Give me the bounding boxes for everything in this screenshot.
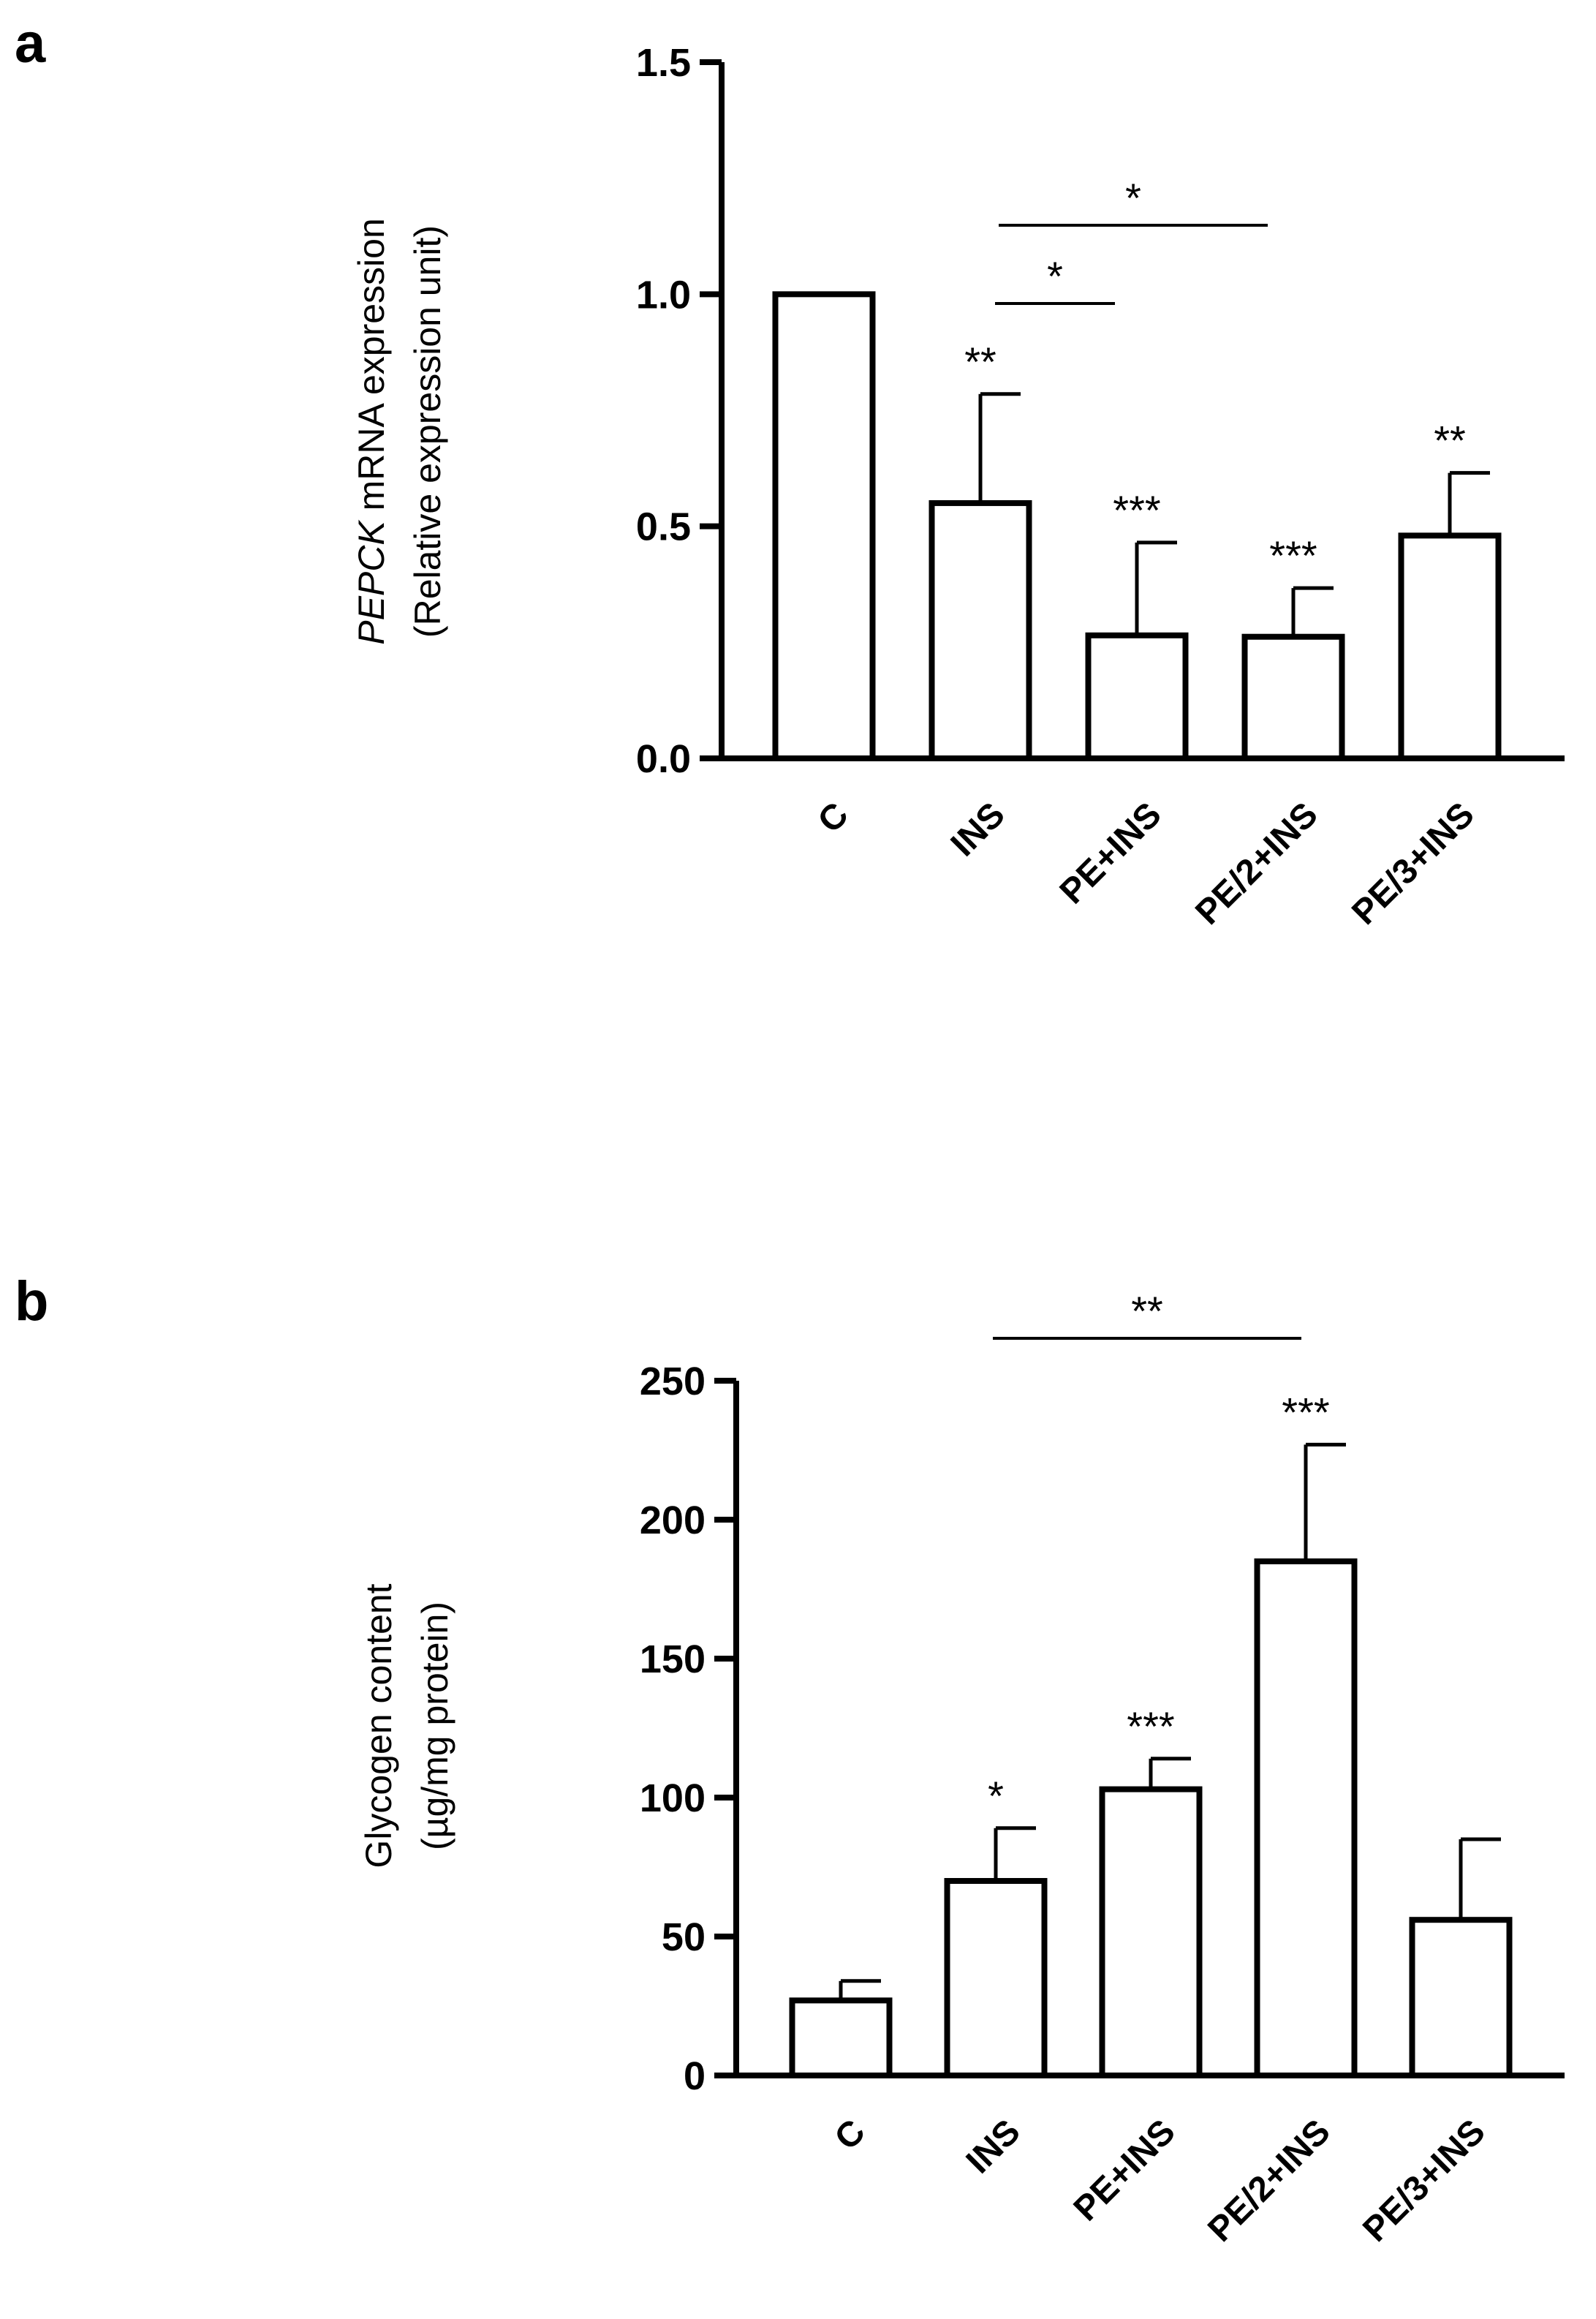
y-axis-title-a-line1: PEPCK mRNA expression bbox=[351, 218, 392, 645]
panel-a: a PEPCK mRNA expression (Relative expres… bbox=[15, 12, 1565, 932]
y-tick-label-a: 1.0 bbox=[636, 273, 691, 317]
y-tick-label-b: 100 bbox=[640, 1776, 706, 1820]
significance-star-b: *** bbox=[1127, 1703, 1174, 1749]
x-tick-label-a: PE+INS bbox=[1053, 795, 1169, 911]
y-axis-title-a: PEPCK mRNA expression (Relative expressi… bbox=[351, 218, 448, 645]
x-tick-label-a: PE/3+INS bbox=[1345, 795, 1481, 932]
panel-b: b Glycogen content (µg/mg protein) 0 50 10… bbox=[15, 1270, 1565, 2250]
comparison-star-b: ** bbox=[1131, 1288, 1163, 1334]
x-tick-label-a: INS bbox=[944, 795, 1013, 864]
bar-a bbox=[1398, 532, 1502, 761]
bars-a: C INS PE+INS PE/2+INS PE/3+INS bbox=[772, 291, 1502, 932]
y-tick-label-b: 0 bbox=[684, 2054, 706, 2098]
y-tick-label-b: 50 bbox=[662, 1915, 706, 1959]
y-tick-label-b: 150 bbox=[640, 1637, 706, 1681]
y-axis-title-a-line2: (Relative expression unit) bbox=[407, 225, 448, 638]
significance-star-a: ** bbox=[964, 339, 996, 385]
significance-star-b: *** bbox=[1282, 1389, 1329, 1435]
bar-b bbox=[944, 1878, 1048, 2078]
bar-b bbox=[1099, 1786, 1203, 2079]
y-tick-label-a: 1.5 bbox=[636, 41, 691, 85]
annotations-a: ************ bbox=[964, 175, 1466, 578]
bar-b bbox=[1254, 1558, 1358, 2078]
bar-b bbox=[1409, 1917, 1513, 2078]
y-tick-label-a: 0.0 bbox=[636, 737, 691, 781]
y-axis-title-b-line2: (µg/mg protein) bbox=[415, 1602, 455, 1850]
annotations-b: ********* bbox=[988, 1288, 1330, 1819]
bar-b bbox=[789, 1997, 893, 2078]
bar-a bbox=[1085, 632, 1189, 762]
significance-star-b: * bbox=[988, 1773, 1004, 1819]
x-tick-label-b: PE/2+INS bbox=[1200, 2112, 1337, 2249]
x-tick-label-b: PE+INS bbox=[1067, 2112, 1183, 2228]
y-tick-label-b: 250 bbox=[640, 1360, 706, 1403]
x-tick-label-b: C bbox=[828, 2112, 873, 2157]
bar-a bbox=[1241, 633, 1345, 762]
bar-a bbox=[772, 291, 876, 762]
bar-a bbox=[929, 499, 1032, 762]
x-tick-label-a: PE/2+INS bbox=[1188, 795, 1325, 932]
panel-letter-b: b bbox=[15, 1270, 48, 1332]
comparison-star-a: * bbox=[1047, 253, 1063, 299]
y-tick-label-a: 0.5 bbox=[636, 505, 691, 549]
x-tick-label-a: C bbox=[811, 795, 856, 840]
significance-star-a: *** bbox=[1269, 532, 1317, 578]
x-tick-label-b: INS bbox=[959, 2112, 1028, 2181]
panel-letter-a: a bbox=[15, 12, 46, 75]
significance-star-a: ** bbox=[1434, 418, 1466, 464]
bars-b: C INS PE+INS PE/2+INS PE/3+INS bbox=[789, 1442, 1513, 2250]
comparison-star-a: * bbox=[1125, 175, 1141, 221]
x-tick-label-b: PE/3+INS bbox=[1355, 2112, 1492, 2249]
y-tick-label-b: 200 bbox=[640, 1498, 706, 1542]
significance-star-a: *** bbox=[1113, 487, 1160, 533]
y-axis-title-b: Glycogen content (µg/mg protein) bbox=[358, 1583, 455, 1868]
y-axis-title-b-line1: Glycogen content bbox=[358, 1583, 399, 1868]
